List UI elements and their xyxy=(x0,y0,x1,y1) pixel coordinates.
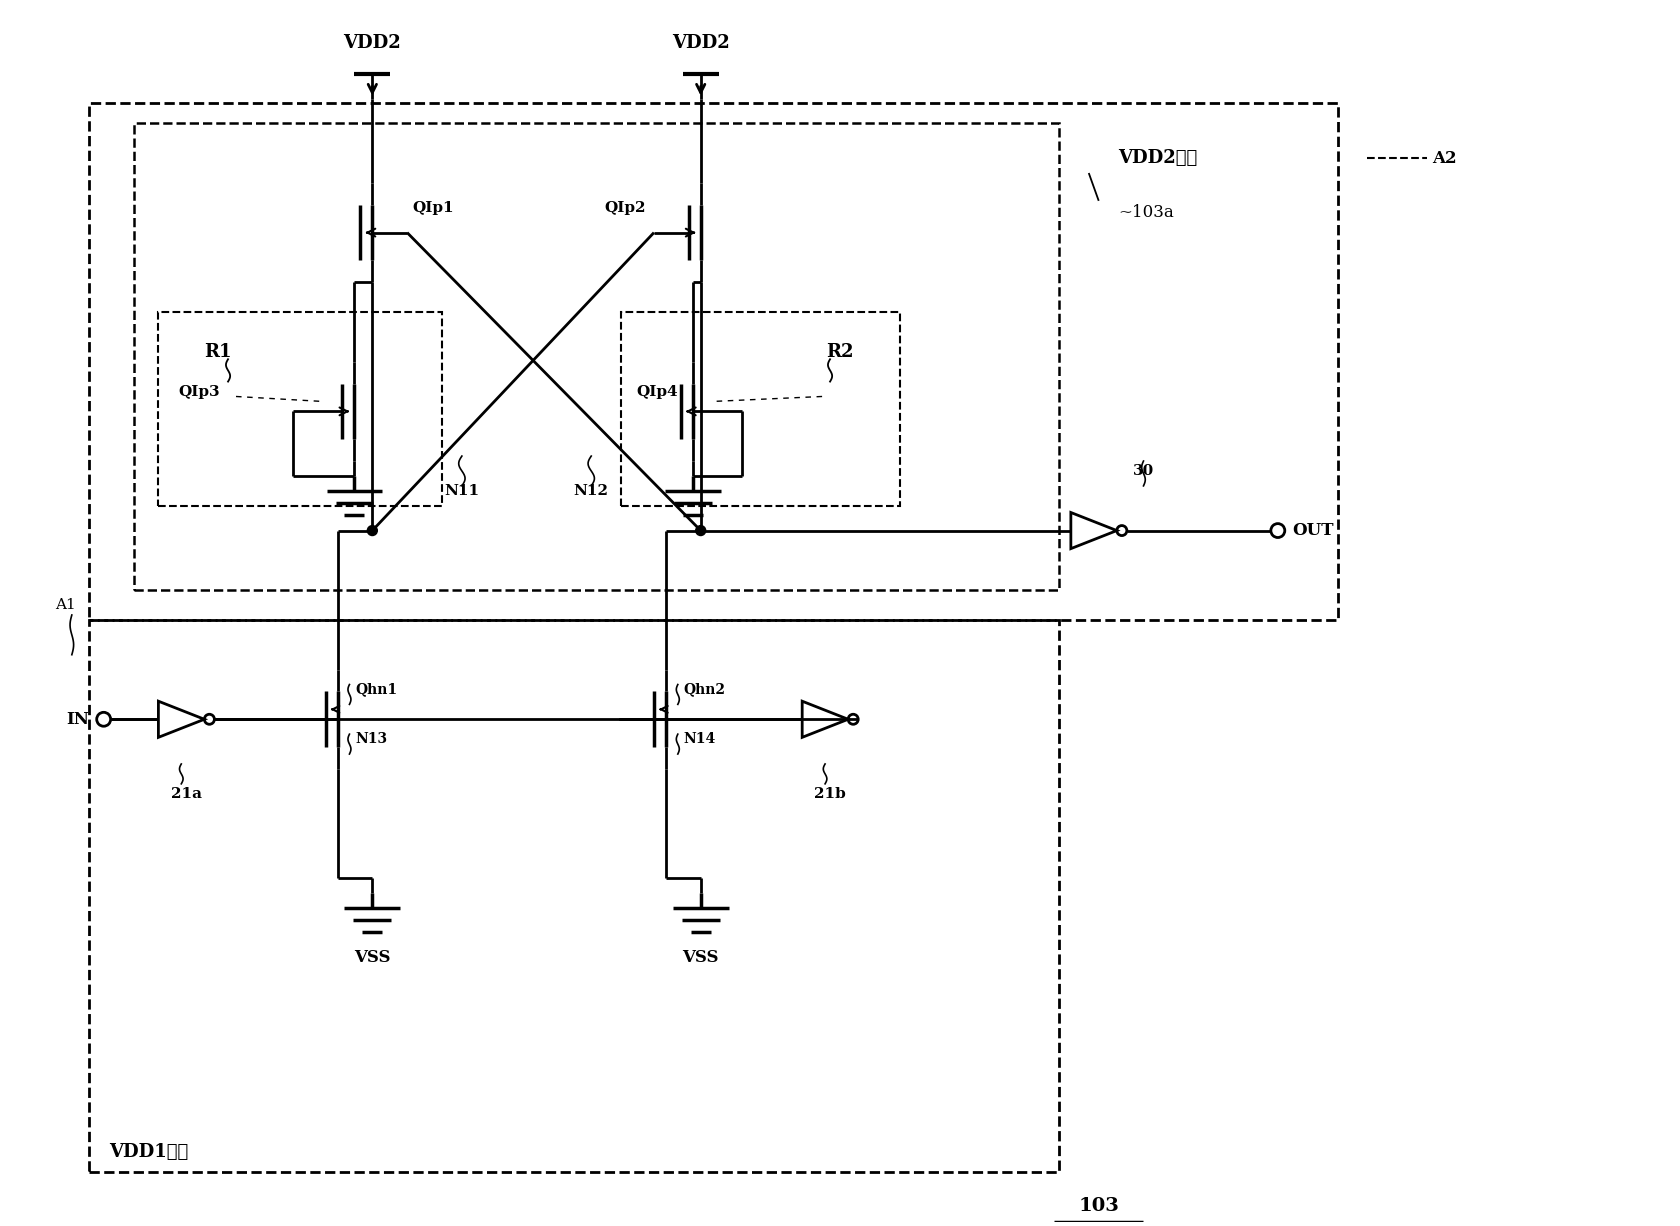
Circle shape xyxy=(97,712,111,726)
Bar xyxy=(620,313,899,506)
Text: N12: N12 xyxy=(573,484,608,498)
Text: ~103a: ~103a xyxy=(1117,205,1174,221)
Text: N11: N11 xyxy=(444,484,479,498)
Text: VSS: VSS xyxy=(682,949,719,966)
Bar xyxy=(89,620,1058,1172)
Text: VDD2: VDD2 xyxy=(343,34,402,51)
Text: Qhn1: Qhn1 xyxy=(354,683,396,696)
Text: 103: 103 xyxy=(1077,1197,1119,1215)
Text: QIp4: QIp4 xyxy=(635,385,677,398)
Text: QIp2: QIp2 xyxy=(603,201,645,215)
Text: R2: R2 xyxy=(827,343,853,360)
Text: Qhn2: Qhn2 xyxy=(684,683,726,696)
Bar xyxy=(133,124,1058,590)
Text: 21a: 21a xyxy=(171,787,202,801)
Text: IN: IN xyxy=(66,711,89,728)
Text: R1: R1 xyxy=(205,343,232,360)
Text: OUT: OUT xyxy=(1292,522,1334,539)
Text: VDD2: VDD2 xyxy=(672,34,729,51)
Text: 21b: 21b xyxy=(813,787,845,801)
Circle shape xyxy=(696,526,706,536)
Bar xyxy=(158,313,442,506)
Text: QIp3: QIp3 xyxy=(178,385,220,398)
Text: VDD2系统: VDD2系统 xyxy=(1117,150,1198,167)
Text: A1: A1 xyxy=(55,598,76,612)
Text: 30: 30 xyxy=(1132,463,1154,478)
Text: VSS: VSS xyxy=(354,949,390,966)
Text: VDD1系统: VDD1系统 xyxy=(109,1144,188,1161)
Circle shape xyxy=(368,526,376,536)
Text: QIp1: QIp1 xyxy=(412,201,454,215)
Text: N14: N14 xyxy=(684,732,716,747)
Bar xyxy=(89,103,1337,620)
Text: N13: N13 xyxy=(354,732,388,747)
Text: A2: A2 xyxy=(1431,150,1457,167)
Circle shape xyxy=(1270,524,1284,537)
